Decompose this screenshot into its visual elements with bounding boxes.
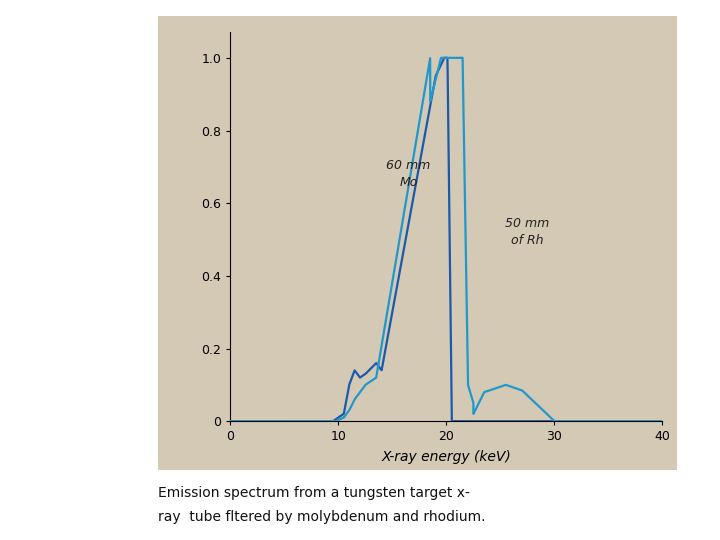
Text: ray  tube fltered by molybdenum and rhodium.: ray tube fltered by molybdenum and rhodi…: [158, 510, 486, 524]
Text: 50 mm
of Rh: 50 mm of Rh: [505, 217, 549, 247]
Text: 60 mm
Mo: 60 mm Mo: [387, 159, 431, 189]
X-axis label: X-ray energy (keV): X-ray energy (keV): [382, 450, 511, 464]
Text: Emission spectrum from a tungsten target x-: Emission spectrum from a tungsten target…: [158, 486, 470, 500]
